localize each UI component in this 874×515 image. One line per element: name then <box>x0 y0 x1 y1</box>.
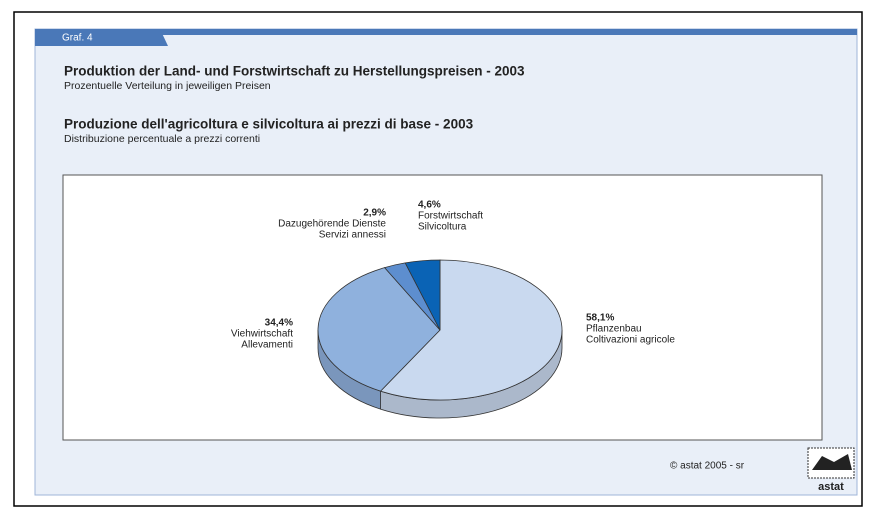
value-label: 2,9% <box>363 208 386 219</box>
pie-slice <box>317 267 441 392</box>
pie-slice <box>379 259 563 401</box>
category-label-it: Silvicoltura <box>418 222 467 233</box>
footer: © astat 2005 - sr <box>670 461 745 472</box>
logo: astat <box>807 447 855 493</box>
chart-title: Produktion der Land- und Forstwirtschaft… <box>64 64 525 79</box>
category-label-it: Servizi annessi <box>319 230 386 241</box>
category-label: Dazugehörende Dienste <box>278 219 386 230</box>
tab <box>35 29 168 46</box>
value-label: 58,1% <box>586 313 614 324</box>
logo-map <box>812 454 852 470</box>
category-label-it: Coltivazioni agricole <box>586 335 675 346</box>
value-label: 34,4% <box>265 318 293 329</box>
category-label: Viehwirtschaft <box>231 329 293 340</box>
chart-subtitle: Prozentuelle Verteilung in jeweiligen Pr… <box>64 80 271 92</box>
chart-title-it: Produzione dell'agricoltura e silvicoltu… <box>64 117 474 132</box>
logo-text: astat <box>818 481 844 493</box>
tab-label: Graf. 4 <box>62 33 93 44</box>
category-label: Forstwirtschaft <box>418 211 483 222</box>
chart-subtitle-it: Distribuzione percentuale a prezzi corre… <box>64 133 260 145</box>
category-label: Pflanzenbau <box>586 324 642 335</box>
category-label-it: Allevamenti <box>241 340 293 351</box>
value-label: 4,6% <box>418 200 441 211</box>
panel-top-bar <box>35 29 857 35</box>
pie-slice <box>404 259 441 331</box>
